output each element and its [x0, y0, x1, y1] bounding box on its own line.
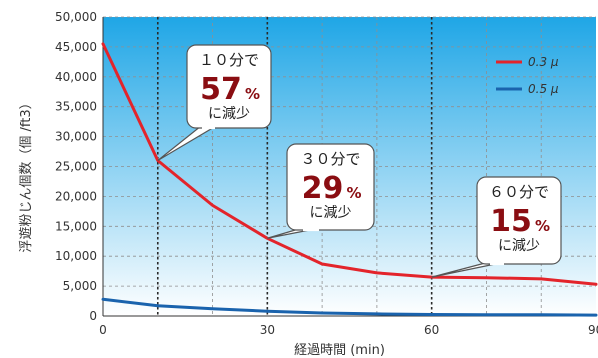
y-tick-label: 15,000	[55, 219, 97, 233]
y-axis-title: 浮遊粉じん個数（個 /ft3）	[19, 96, 34, 252]
legend-label: 0.3 μ	[528, 55, 559, 69]
series-line-2	[101, 297, 598, 317]
callout-unit: %	[245, 85, 260, 103]
y-tick-label: 25,000	[55, 160, 97, 174]
legend-label: 0.5 μ	[528, 82, 559, 96]
callout-subtitle: に減少	[310, 204, 352, 221]
x-tick-label: 30	[260, 323, 275, 337]
y-tick-label: 40,000	[55, 70, 97, 84]
callout-unit: %	[347, 184, 362, 202]
axes: 0 5,000 10,000 15,000 20,000 25,000 30,000 35,0…	[55, 10, 598, 337]
callout-title: ６０分で	[489, 183, 549, 201]
callout-value: 15	[490, 204, 532, 239]
callout-box	[476, 176, 562, 265]
x-tick-label: 60	[424, 323, 439, 337]
y-tick-label: 20,000	[55, 189, 97, 203]
y-tick-label: 0	[89, 309, 97, 323]
x-tick-label: 0	[99, 323, 107, 337]
callout: １０分で 57 % に減少	[157, 44, 272, 162]
y-tick-label: 30,000	[55, 130, 97, 144]
callout-subtitle: に減少	[498, 237, 540, 254]
series	[101, 42, 598, 317]
callout-value: 57	[200, 72, 242, 107]
callout-box	[186, 44, 272, 129]
legend: 0.3 μ 0.5 μ	[496, 55, 559, 96]
callout-box	[286, 143, 375, 231]
callouts: １０分で 57 % に減少 ３０分で 29 % に減少 ６０分で 15 % に減少	[157, 44, 562, 278]
x-tick-label: 90	[588, 323, 598, 337]
callout: ３０分で 29 % に減少	[267, 143, 375, 239]
x-axis-title: 経過時間 (min)	[294, 343, 385, 358]
callout-value: 29	[302, 171, 344, 206]
y-tick-label: 50,000	[55, 10, 97, 24]
callout-unit: %	[535, 217, 550, 235]
callout-title: １０分で	[199, 51, 259, 69]
y-tick-label: 35,000	[55, 100, 97, 114]
y-tick-label: 5,000	[63, 279, 97, 293]
series-line-1	[101, 42, 598, 286]
callout: ６０分で 15 % に減少	[431, 176, 562, 278]
y-tick-label: 45,000	[55, 40, 97, 54]
callout-title: ３０分で	[300, 150, 360, 168]
callout-subtitle: に減少	[208, 105, 250, 122]
y-tick-label: 10,000	[55, 249, 97, 263]
